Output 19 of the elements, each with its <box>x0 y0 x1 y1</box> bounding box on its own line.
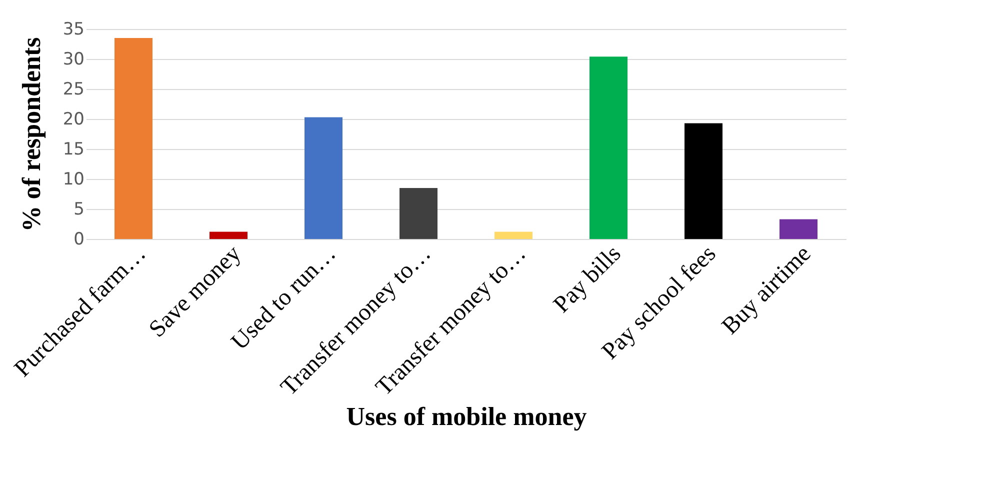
bar <box>494 232 532 239</box>
bar <box>210 232 248 239</box>
bar <box>684 123 722 239</box>
bar <box>400 188 438 239</box>
y-tick-label: 5 <box>74 200 84 220</box>
bar <box>304 117 342 239</box>
bar <box>114 38 152 239</box>
x-tick-label: Pay bills <box>548 240 626 318</box>
y-tick-label: 25 <box>62 80 84 100</box>
y-tick-label: 10 <box>62 170 84 190</box>
x-axis-title: Uses of mobile money <box>346 402 587 432</box>
bar <box>780 219 818 239</box>
y-tick-label: 30 <box>62 50 84 70</box>
y-axis-title: % of respondents <box>16 37 46 232</box>
y-tick-label: 0 <box>74 230 84 250</box>
bar <box>590 56 628 239</box>
y-tick-label: 35 <box>62 20 84 40</box>
y-tick-label: 15 <box>62 140 84 160</box>
y-tick-label: 20 <box>62 110 84 130</box>
